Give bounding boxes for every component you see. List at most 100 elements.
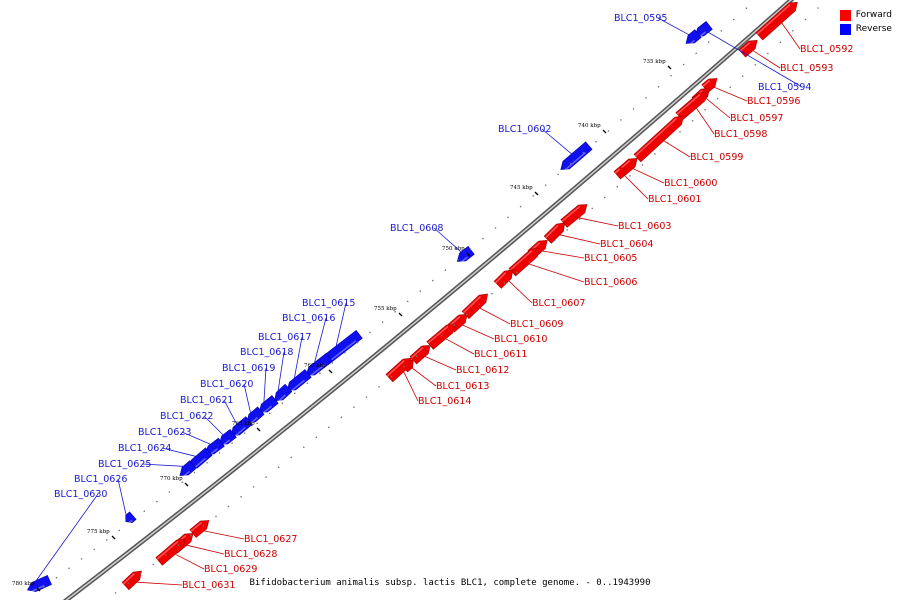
reverse-gene-BLC1_0616 [305, 352, 333, 379]
label-BLC1_0599: BLC1_0599 [663, 140, 743, 163]
reverse-gene-BLC1_0626 [125, 511, 137, 525]
reverse-gene-BLC1_0608 [456, 245, 475, 265]
legend-label-forward: Forward [855, 10, 892, 20]
gene-label-text: BLC1_0602 [498, 124, 551, 135]
forward-gene-BLC1_0606 [508, 247, 540, 277]
gene-label-text: BLC1_0616 [282, 313, 335, 324]
gene-label-text: BLC1_0610 [494, 334, 547, 345]
reverse-gene-BLC1_0618 [274, 383, 293, 404]
minor-ticks [43, 7, 819, 594]
gene-label-text: BLC1_0617 [258, 332, 311, 343]
label-BLC1_0601: BLC1_0601 [624, 175, 701, 205]
forward-gene-BLC1_0592 [755, 1, 798, 41]
label-BLC1_0614: BLC1_0614 [403, 371, 471, 407]
gene-label-text: BLC1_0603 [618, 221, 671, 232]
reverse-gene-BLC1_0602 [560, 141, 593, 173]
label-BLC1_0608: BLC1_0608 [390, 223, 462, 253]
gene-label-text: BLC1_0629 [204, 564, 257, 575]
kbp-mark: 765 kbp [232, 421, 261, 432]
svg-text:750 kbp: 750 kbp [442, 246, 465, 252]
gene-label-text: BLC1_0605 [584, 253, 637, 264]
reverse-swatch [839, 23, 851, 35]
genome-caption: Bifidobacterium animalis subsp. lactis B… [249, 578, 651, 588]
gene-label-text: BLC1_0593 [780, 63, 833, 74]
genome-backbone-highlight [65, 0, 793, 600]
svg-text:735 kbp: 735 kbp [643, 59, 666, 65]
gene-label-text: BLC1_0597 [730, 113, 783, 124]
gene-label-text: BLC1_0614 [418, 396, 471, 407]
gene-label-text: BLC1_0608 [390, 223, 443, 234]
gene-label-text: BLC1_0624 [118, 443, 171, 454]
label-BLC1_0627: BLC1_0627 [204, 530, 297, 545]
label-BLC1_0626: BLC1_0626 [74, 474, 127, 515]
reverse-gene-BLC1_0630 [26, 575, 52, 594]
forward-gene-BLC1_0601 [613, 167, 626, 180]
label-BLC1_0610: BLC1_0610 [462, 324, 547, 345]
gene-label-text: BLC1_0630 [54, 489, 107, 500]
kbp-mark: 775 kbp [87, 529, 116, 540]
gene-label-text: BLC1_0621 [180, 395, 233, 406]
label-BLC1_0598: BLC1_0598 [696, 107, 767, 140]
kbp-mark: 740 kbp [578, 123, 607, 134]
kbp-mark: 735 kbp [643, 59, 672, 70]
gene-label-text: BLC1_0619 [222, 363, 275, 374]
label-BLC1_0623: BLC1_0623 [138, 427, 211, 445]
label-BLC1_0602: BLC1_0602 [498, 124, 572, 155]
label-BLC1_0596: BLC1_0596 [714, 86, 800, 107]
label-BLC1_0615: BLC1_0615 [302, 298, 355, 346]
label-BLC1_0613: BLC1_0613 [411, 367, 489, 392]
forward-gene-BLC1_0612 [409, 344, 431, 365]
kbp-mark: 755 kbp [374, 306, 403, 317]
legend-item-reverse: Reverse [839, 22, 892, 36]
label-BLC1_0597: BLC1_0597 [705, 97, 783, 124]
gene-label-text: BLC1_0596 [747, 96, 800, 107]
label-BLC1_0630: BLC1_0630 [36, 489, 107, 581]
forward-swatch [839, 9, 851, 21]
svg-text:760 kbp: 760 kbp [304, 363, 327, 369]
gene-label-text: BLC1_0607 [532, 298, 585, 309]
svg-text:740 kbp: 740 kbp [578, 123, 601, 129]
forward-gene-BLC1_0631 [121, 570, 142, 591]
gene-label-text: BLC1_0612 [456, 365, 509, 376]
label-BLC1_0629: BLC1_0629 [175, 553, 257, 575]
label-BLC1_0605: BLC1_0605 [542, 250, 637, 264]
gene-label-text: BLC1_0618 [240, 347, 293, 358]
label-BLC1_0595: BLC1_0595 [614, 13, 689, 36]
label-BLC1_0604: BLC1_0604 [559, 234, 653, 250]
label-BLC1_0592: BLC1_0592 [781, 22, 853, 55]
forward-gene-BLC1_0609 [461, 293, 488, 320]
label-BLC1_0624: BLC1_0624 [118, 443, 196, 457]
gene-label-text: BLC1_0628 [224, 549, 277, 560]
gene-labels-layer: BLC1_0592 BLC1_0593 BLC1_0596 BLC1_0597 BLC1… [36, 13, 853, 591]
label-BLC1_0611: BLC1_0611 [445, 338, 527, 360]
features-layer [26, 1, 798, 594]
label-BLC1_0621: BLC1_0621 [180, 395, 238, 425]
reverse-gene-BLC1_0617 [286, 369, 312, 394]
forward-gene-BLC1_0603 [560, 204, 588, 228]
svg-text:745 kbp: 745 kbp [510, 185, 533, 191]
reverse-gene-BLC1_0595 [685, 29, 702, 47]
label-BLC1_0609: BLC1_0609 [479, 307, 563, 330]
gene-label-text: BLC1_0592 [800, 44, 853, 55]
forward-gene-BLC1_0627 [189, 520, 210, 538]
kbp-mark: 770 kbp [160, 476, 189, 487]
forward-gene-BLC1_0607 [493, 269, 514, 289]
kbp-mark: 780 kbp [12, 581, 41, 592]
gene-label-text: BLC1_0595 [614, 13, 667, 24]
gene-label-text: BLC1_0604 [600, 239, 653, 250]
svg-text:755 kbp: 755 kbp [374, 306, 397, 312]
label-BLC1_0612: BLC1_0612 [424, 356, 509, 376]
label-BLC1_0607: BLC1_0607 [508, 280, 585, 309]
forward-gene-BLC1_0604 [543, 222, 566, 244]
gene-label-text: BLC1_0600 [664, 178, 717, 189]
label-BLC1_0619: BLC1_0619 [222, 363, 275, 403]
gene-label-text: BLC1_0623 [138, 427, 191, 438]
gene-label-text: BLC1_0601 [648, 194, 701, 205]
label-BLC1_0618: BLC1_0618 [240, 347, 293, 391]
forward-gene-BLC1_0629 [155, 539, 186, 566]
kbp-mark: 760 kbp [304, 363, 333, 374]
label-BLC1_0594: BLC1_0594 [698, 26, 811, 93]
gene-label-text: BLC1_0631 [182, 580, 235, 591]
gene-label-text: BLC1_0598 [714, 129, 767, 140]
